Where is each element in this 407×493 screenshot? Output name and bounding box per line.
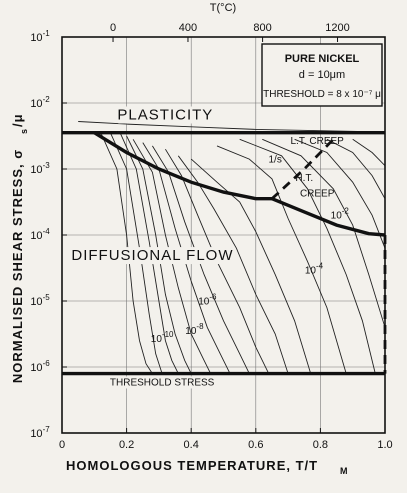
label-layer: PLASTICITY L.T. CREEP H.T. CREEP DIFFUSIONAL… xyxy=(71,106,350,389)
strain-rate-label: 1/s xyxy=(269,154,282,165)
x-tick-label: 0 xyxy=(59,439,65,451)
y-axis-title-subscript: s xyxy=(19,128,29,134)
strain-rate-label: 10-4 xyxy=(305,261,324,276)
top-axis-title: T(°C) xyxy=(210,2,236,14)
y-tick-label: 10-7 xyxy=(30,425,50,440)
x-tick-label: 0.2 xyxy=(119,439,134,451)
top-tick-label: 400 xyxy=(179,22,197,34)
legend-box: PURE NICKEL d = 10μm THRESHOLD = 8 x 10⁻… xyxy=(261,43,383,107)
y-tick-label: 10-3 xyxy=(30,161,50,176)
top-tick-label: 0 xyxy=(110,22,116,34)
legend-threshold: THRESHOLD = 8 x 10⁻⁷ μ xyxy=(263,89,381,100)
strain-rate-label: 10-2 xyxy=(331,207,350,222)
y-tick-label: 10-2 xyxy=(30,95,50,110)
strain-rate-label: 10-10 xyxy=(151,330,174,345)
region-label-bg xyxy=(77,247,228,265)
y-axis-title-suffix: /μ xyxy=(10,113,25,127)
x-tick-label: 0.4 xyxy=(184,439,199,451)
y-tick-label: 10-1 xyxy=(30,29,50,44)
x-tick-label: 1.0 xyxy=(377,439,392,451)
region-label: DIFFUSIONAL FLOW xyxy=(71,247,233,264)
y-tick-label: 10-4 xyxy=(30,227,50,242)
region-label: L.T. CREEP xyxy=(290,136,344,147)
strain-rate-contour xyxy=(352,138,386,167)
region-label-bg xyxy=(114,376,211,389)
boundary-ht-creep-diffusional xyxy=(271,197,386,237)
strain-rate-contour xyxy=(100,132,153,374)
x-tick-label: 0.8 xyxy=(313,439,328,451)
legend-title: PURE NICKEL xyxy=(285,53,360,65)
strain-rate-contour xyxy=(326,138,386,199)
x-tick-label: 0.6 xyxy=(248,439,263,451)
region-label-bg xyxy=(118,106,213,124)
strain-rate-contour xyxy=(119,132,179,374)
strain-rate-contour xyxy=(177,155,289,374)
strain-rate-contour xyxy=(109,132,163,374)
x-axis-title-subscript: M xyxy=(340,466,349,476)
boundary-layer xyxy=(62,131,387,376)
boundary-lt-ht-creep xyxy=(93,131,272,201)
strain-rate-contour xyxy=(78,121,386,133)
x-axis-title: HOMOLOGOUS TEMPERATURE, T/T xyxy=(66,458,318,473)
strain-rate-contour xyxy=(190,158,312,374)
strain-rate-contour xyxy=(262,138,386,328)
strain-rate-contour xyxy=(132,139,212,374)
y-axis-title: NORMALISED SHEAR STRESS, σ xyxy=(10,149,25,383)
strain-rate-contour xyxy=(294,138,386,249)
region-label: CREEP xyxy=(300,189,335,200)
y-tick-label: 10-6 xyxy=(30,359,50,374)
region-label: THRESHOLD STRESS xyxy=(110,377,215,388)
y-axis-title-group: NORMALISED SHEAR STRESS, σ s /μ xyxy=(10,113,29,383)
region-label: PLASTICITY xyxy=(117,107,213,124)
strain-rate-contour xyxy=(216,145,347,374)
region-label: H.T. xyxy=(295,173,313,184)
legend-grain-size: d = 10μm xyxy=(299,69,345,81)
top-tick-label: 1200 xyxy=(325,22,349,34)
y-tick-label: 10-5 xyxy=(30,293,50,308)
top-tick-label: 800 xyxy=(253,22,271,34)
strain-rate-contour xyxy=(126,135,192,374)
strain-rate-label: 10-6 xyxy=(198,292,217,307)
strain-rate-contour xyxy=(239,138,376,374)
